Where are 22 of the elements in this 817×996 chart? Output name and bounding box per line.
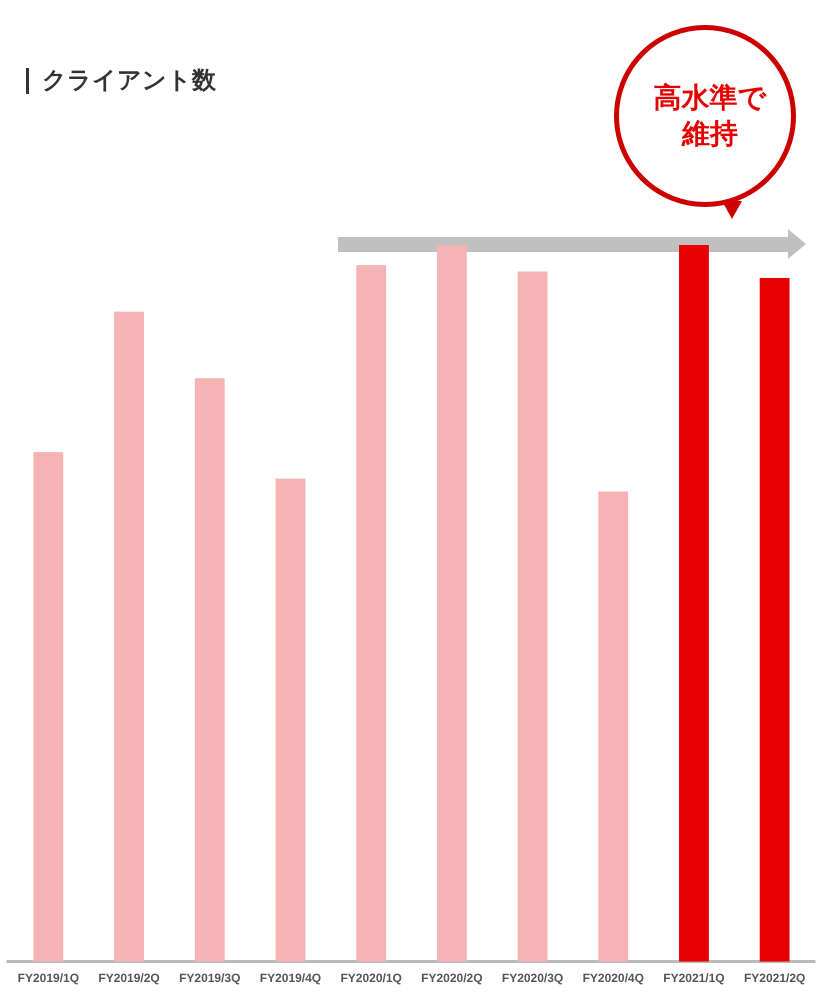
x-tick-label: FY2019/3Q [179, 971, 240, 986]
bar [356, 265, 386, 962]
bar [276, 478, 306, 962]
bar [518, 272, 548, 962]
x-tick-label: FY2021/1Q [663, 971, 725, 986]
x-tick-label: FY2020/1Q [340, 971, 402, 986]
bar [33, 452, 64, 962]
bar [679, 245, 709, 962]
x-tick-label: FY2020/3Q [502, 971, 564, 986]
x-tick-label: FY2020/4Q [582, 971, 644, 986]
text: 高水準で維持 [652, 80, 768, 152]
bar [194, 378, 225, 962]
bar [760, 278, 790, 962]
chart-title: クライアント数 [42, 65, 216, 96]
bar [114, 312, 144, 962]
x-tick-label: FY2020/2Q [421, 971, 483, 986]
x-tick-label: FY2019/1Q [18, 971, 80, 986]
bar [436, 245, 467, 962]
x-tick-label: FY2019/4Q [260, 971, 322, 986]
bar [598, 492, 628, 962]
x-tick-label: FY2019/2Q [98, 971, 160, 986]
x-tick-label: FY2021/2Q [744, 971, 806, 986]
